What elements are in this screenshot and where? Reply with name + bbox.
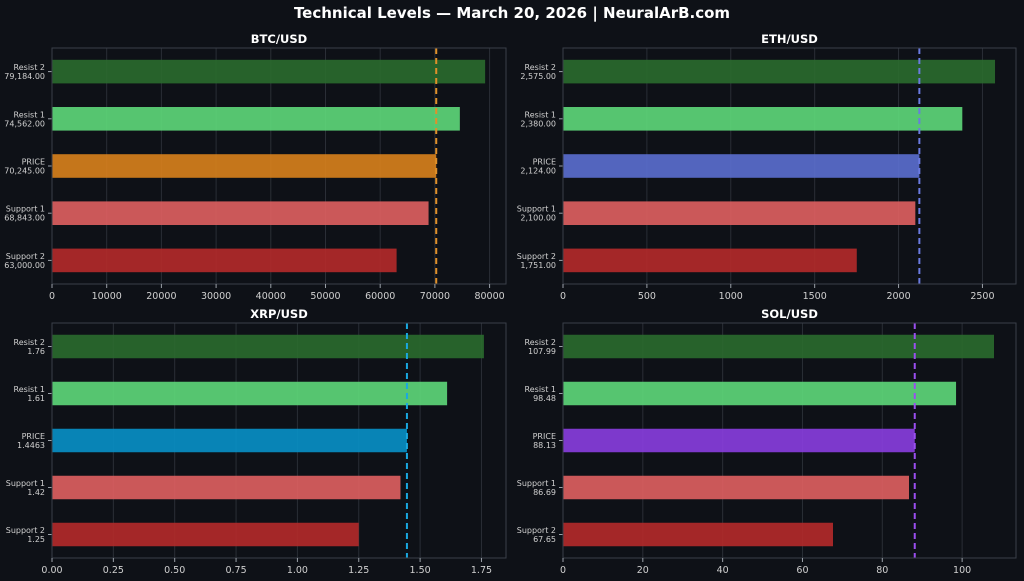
x-tick-label: 1.25 [348,565,369,576]
y-tick-value-label: 1.61 [27,394,45,403]
x-tick-label: 50000 [310,291,340,302]
panel-title: SOL/USD [761,307,818,321]
x-tick-label: 80 [876,565,888,576]
y-tick-value-label: 1.4463 [17,441,45,450]
bar-resist-1 [563,381,957,406]
x-tick-label: 60 [796,565,808,576]
x-tick-label: 30000 [201,291,231,302]
page-title: Technical Levels — March 20, 2026 | Neur… [293,4,731,22]
bar-resist-1 [52,381,448,406]
y-tick-label: Resist 2 [14,338,45,347]
bar-price [563,428,915,453]
x-tick-label: 70000 [420,291,450,302]
y-tick-label: Resist 1 [525,110,556,119]
y-tick-value-label: 107.99 [528,347,556,356]
bar-support-2 [563,522,834,547]
panel-title: BTC/USD [251,32,307,46]
plot-frame [562,47,1017,285]
x-tick-label: 1.75 [471,565,492,576]
x-tick-label: 0.50 [164,565,185,576]
x-tick-label: 40 [717,565,729,576]
x-tick-label: 2500 [970,291,994,302]
bar-resist-2 [563,59,996,84]
x-tick-label: 1.00 [287,565,308,576]
y-tick-value-label: 1.25 [27,535,45,544]
y-tick-label: Support 2 [6,252,45,261]
bar-resist-1 [563,107,963,131]
x-tick-label: 60000 [365,291,395,302]
x-tick-label: 1500 [803,291,827,302]
x-tick-label: 0 [560,291,566,302]
x-tick-label: 0 [49,291,55,302]
bar-support-1 [563,475,909,500]
bar-support-2 [563,248,857,273]
x-tick-label: 1.50 [410,565,431,576]
bar-resist-2 [52,334,484,359]
y-tick-label: PRICE [22,158,45,167]
x-tick-label: 0.25 [103,565,124,576]
y-tick-value-label: 68,843.00 [4,214,45,223]
y-tick-label: Resist 2 [525,338,556,347]
y-tick-value-label: 1.76 [27,347,45,356]
x-tick-label: 0 [560,565,566,576]
y-tick-label: Resist 1 [14,385,45,394]
bar-price [52,154,437,178]
x-tick-label: 500 [638,291,656,302]
y-tick-value-label: 63,000.00 [4,261,45,270]
x-tick-label: 2000 [886,291,910,302]
y-tick-label: Resist 1 [14,110,45,119]
y-tick-value-label: 79,184.00 [4,72,45,81]
y-tick-value-label: 86.69 [533,488,556,497]
y-tick-label: PRICE [533,432,556,441]
y-tick-label: Support 1 [6,205,45,214]
bar-support-1 [563,201,916,225]
y-tick-label: Support 1 [517,205,556,214]
y-tick-value-label: 98.48 [533,394,556,403]
bar-resist-2 [52,59,486,84]
y-tick-label: PRICE [22,432,45,441]
y-tick-label: Support 2 [517,526,556,535]
x-tick-label: 100 [953,565,971,576]
y-tick-value-label: 67.65 [533,535,556,544]
y-tick-value-label: 2,380.00 [520,119,556,128]
plot-frame [51,322,507,559]
y-tick-value-label: 1,751.00 [520,261,556,270]
y-tick-value-label: 2,575.00 [520,72,556,81]
y-tick-label: Resist 2 [14,63,45,72]
x-tick-label: 10000 [92,291,122,302]
bar-resist-1 [52,107,460,131]
bar-price [563,154,920,178]
y-tick-label: Resist 2 [525,63,556,72]
bar-support-2 [52,522,359,547]
y-tick-value-label: 74,562.00 [4,119,45,128]
x-tick-label: 20000 [146,291,176,302]
x-tick-label: 20 [637,565,649,576]
y-tick-label: Support 1 [6,479,45,488]
panel-title: XRP/USD [250,307,308,321]
bar-support-1 [52,475,401,500]
bar-resist-2 [563,334,995,359]
y-tick-label: Support 2 [517,252,556,261]
y-tick-value-label: 1.42 [27,488,45,497]
y-tick-value-label: 88.13 [533,441,556,450]
panel-title: ETH/USD [761,32,818,46]
x-tick-label: 0.75 [225,565,246,576]
y-tick-label: PRICE [533,158,556,167]
x-tick-label: 0.00 [41,565,62,576]
bar-price [52,428,407,453]
x-tick-label: 1000 [719,291,743,302]
plot-frame [51,47,507,285]
y-tick-label: Support 2 [6,526,45,535]
y-tick-value-label: 70,245.00 [4,167,45,176]
bar-support-1 [52,201,429,225]
y-tick-value-label: 2,124.00 [520,167,556,176]
y-tick-value-label: 2,100.00 [520,214,556,223]
plot-frame [562,322,1017,559]
x-tick-label: 80000 [474,291,504,302]
y-tick-label: Resist 1 [525,385,556,394]
y-tick-label: Support 1 [517,479,556,488]
x-tick-label: 40000 [256,291,286,302]
bar-support-2 [52,248,397,273]
